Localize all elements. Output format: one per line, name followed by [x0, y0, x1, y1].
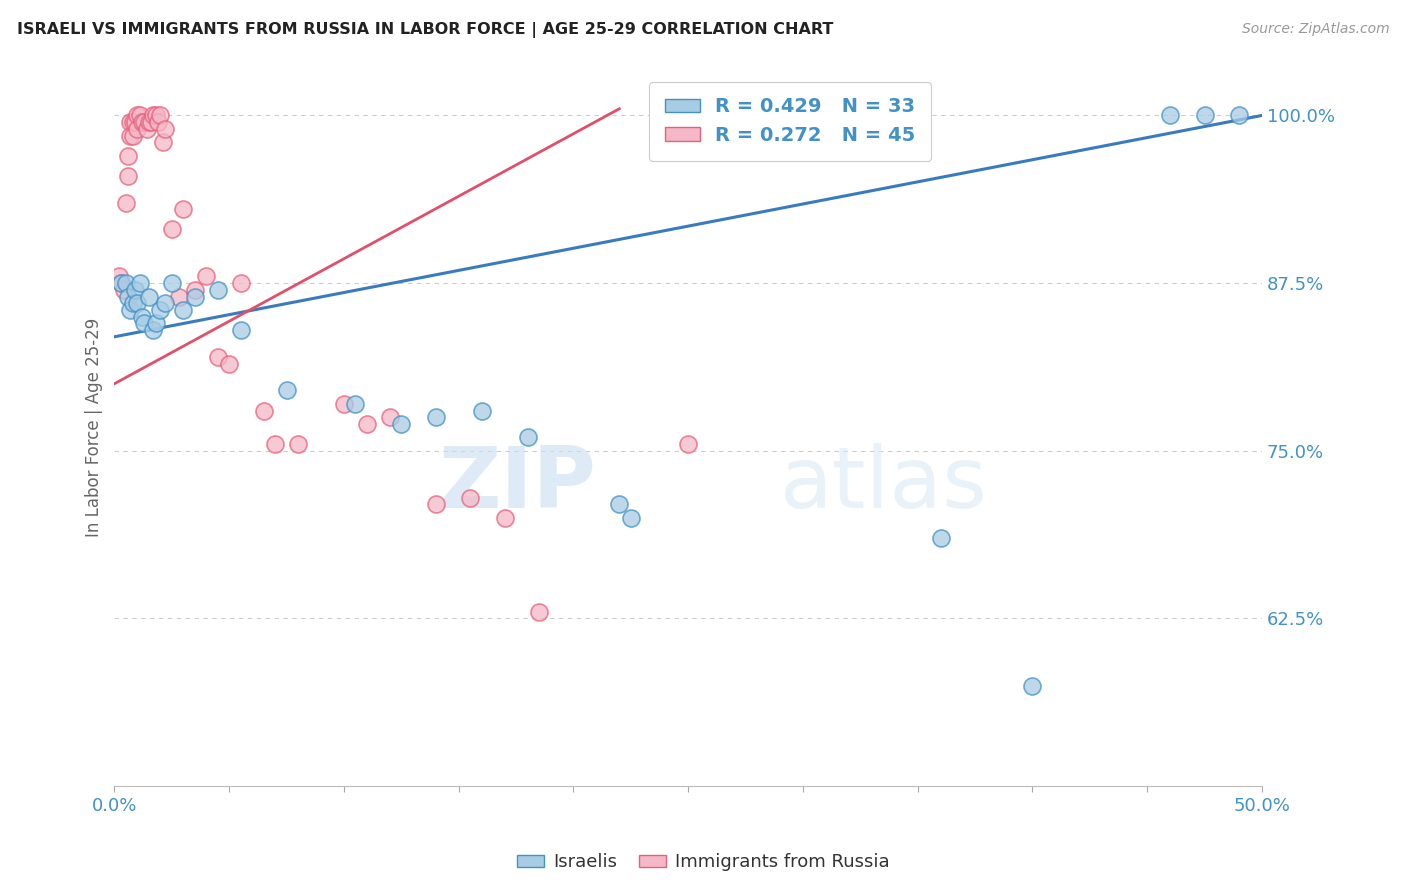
Point	[153, 121, 176, 136]
Text: ISRAELI VS IMMIGRANTS FROM RUSSIA IN LABOR FORCE | AGE 25-29 CORRELATION CHART: ISRAELI VS IMMIGRANTS FROM RUSSIA IN LAB…	[17, 22, 834, 38]
Point	[356, 417, 378, 431]
Point	[121, 296, 143, 310]
Point	[120, 302, 142, 317]
Point	[134, 317, 156, 331]
Point	[344, 397, 367, 411]
Point	[929, 531, 952, 545]
Point	[145, 317, 167, 331]
Point	[229, 323, 252, 337]
Point	[620, 511, 643, 525]
Point	[149, 302, 172, 317]
Point	[207, 350, 229, 364]
Point	[108, 269, 131, 284]
Point	[127, 121, 149, 136]
Point	[131, 310, 153, 324]
Point	[135, 121, 157, 136]
Legend: Israelis, Immigrants from Russia: Israelis, Immigrants from Russia	[509, 847, 897, 879]
Point	[1159, 108, 1181, 122]
Point	[131, 115, 153, 129]
Point	[229, 276, 252, 290]
Point	[152, 136, 174, 150]
Point	[195, 269, 218, 284]
Point	[172, 202, 194, 217]
Point	[124, 115, 146, 129]
Point	[153, 296, 176, 310]
Point	[287, 437, 309, 451]
Point	[110, 276, 132, 290]
Point	[110, 276, 132, 290]
Point	[115, 276, 138, 290]
Point	[471, 403, 494, 417]
Point	[184, 289, 207, 303]
Point	[378, 410, 401, 425]
Point	[115, 195, 138, 210]
Point	[138, 289, 160, 303]
Point	[172, 302, 194, 317]
Point	[1227, 108, 1250, 122]
Point	[425, 410, 447, 425]
Point	[138, 115, 160, 129]
Point	[252, 403, 274, 417]
Point	[160, 276, 183, 290]
Point	[128, 108, 150, 122]
Point	[676, 437, 699, 451]
Point	[127, 296, 149, 310]
Point	[494, 511, 516, 525]
Point	[142, 323, 165, 337]
Point	[124, 283, 146, 297]
Point	[792, 108, 814, 122]
Point	[218, 357, 240, 371]
Text: atlas: atlas	[780, 443, 988, 526]
Point	[607, 498, 630, 512]
Point	[121, 115, 143, 129]
Point	[264, 437, 287, 451]
Point	[117, 149, 139, 163]
Point	[207, 283, 229, 297]
Point	[128, 276, 150, 290]
Point	[389, 417, 412, 431]
Point	[276, 384, 298, 398]
Point	[120, 128, 142, 143]
Point	[160, 222, 183, 236]
Legend: R = 0.429   N = 33, R = 0.272   N = 45: R = 0.429 N = 33, R = 0.272 N = 45	[650, 82, 931, 161]
Point	[167, 289, 190, 303]
Point	[139, 115, 162, 129]
Point	[333, 397, 356, 411]
Point	[120, 115, 142, 129]
Point	[149, 108, 172, 122]
Point	[516, 430, 538, 444]
Point	[146, 115, 169, 129]
Point	[127, 108, 149, 122]
Y-axis label: In Labor Force | Age 25-29: In Labor Force | Age 25-29	[86, 318, 103, 537]
Point	[184, 283, 207, 297]
Point	[121, 128, 143, 143]
Point	[134, 115, 156, 129]
Point	[1021, 679, 1043, 693]
Point	[117, 169, 139, 183]
Point	[145, 108, 167, 122]
Point	[142, 108, 165, 122]
Point	[117, 289, 139, 303]
Point	[458, 491, 481, 505]
Point	[1194, 108, 1216, 122]
Point	[112, 283, 135, 297]
Text: ZIP: ZIP	[439, 443, 596, 526]
Point	[527, 605, 550, 619]
Point	[425, 498, 447, 512]
Text: Source: ZipAtlas.com: Source: ZipAtlas.com	[1241, 22, 1389, 37]
